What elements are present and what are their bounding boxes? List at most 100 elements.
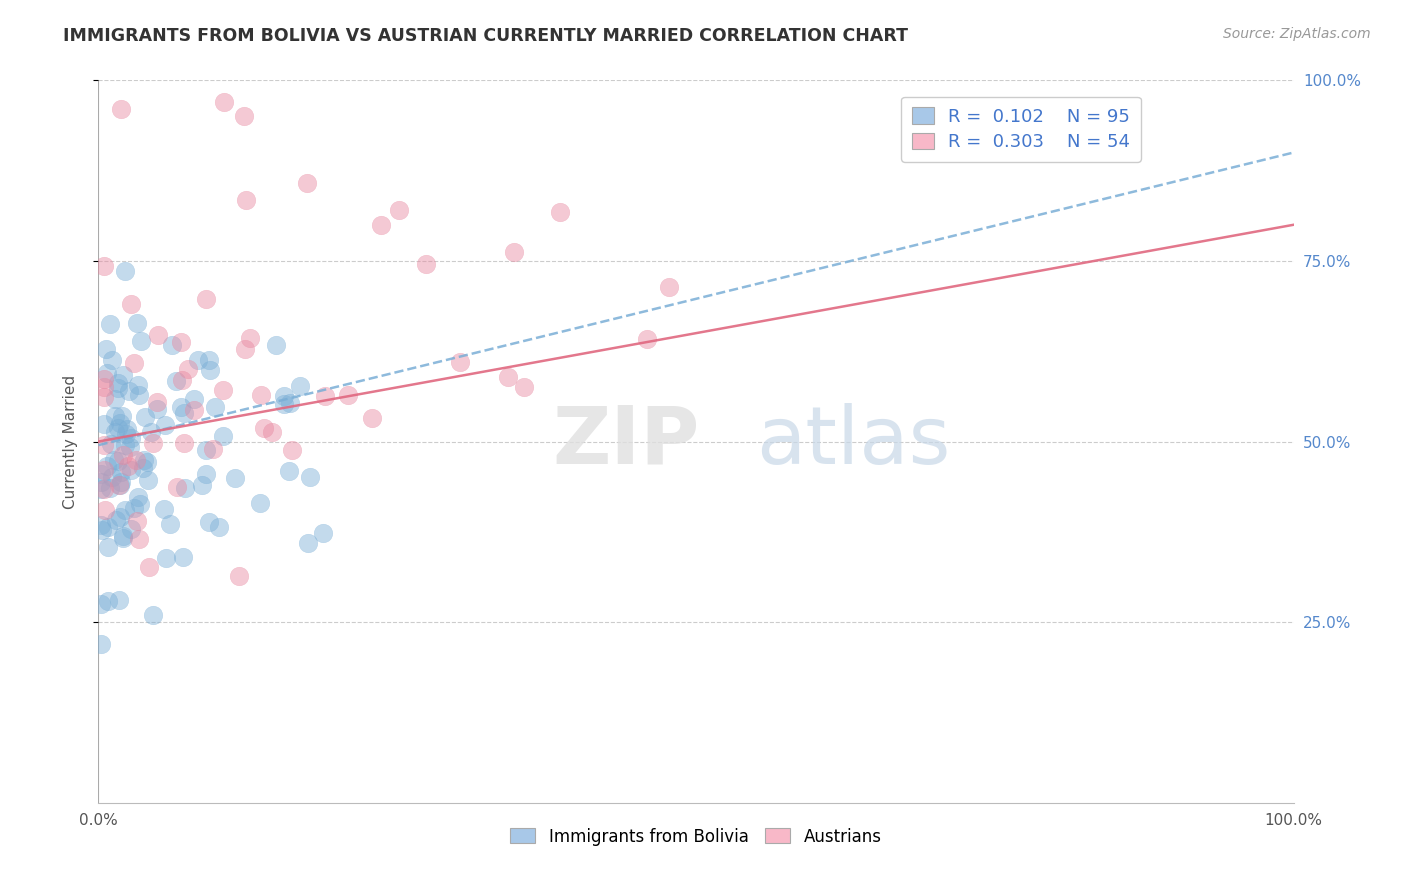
Point bbox=[108, 416, 131, 430]
Point bbox=[112, 531, 135, 545]
Text: Source: ZipAtlas.com: Source: ZipAtlas.com bbox=[1223, 27, 1371, 41]
Point bbox=[110, 102, 132, 116]
Point bbox=[98, 481, 121, 495]
Point bbox=[273, 389, 295, 403]
Point bbox=[249, 496, 271, 510]
Point bbox=[114, 438, 136, 452]
Point bbox=[124, 500, 146, 515]
Point bbox=[100, 437, 122, 451]
Point bbox=[115, 422, 138, 436]
Point bbox=[173, 481, 195, 495]
Point bbox=[165, 375, 187, 389]
Point bbox=[111, 409, 134, 424]
Point bbox=[212, 95, 235, 109]
Point bbox=[120, 432, 142, 446]
Point bbox=[93, 379, 115, 393]
Point bbox=[134, 409, 156, 424]
Point bbox=[183, 392, 205, 406]
Point bbox=[90, 637, 112, 651]
Point bbox=[93, 372, 115, 386]
Point bbox=[336, 388, 359, 402]
Point bbox=[314, 389, 336, 403]
Point bbox=[153, 418, 176, 433]
Point bbox=[90, 467, 112, 482]
Point bbox=[166, 480, 188, 494]
Point bbox=[273, 396, 295, 410]
Point bbox=[636, 332, 658, 346]
Point bbox=[415, 257, 437, 271]
Legend: Immigrants from Bolivia, Austrians: Immigrants from Bolivia, Austrians bbox=[503, 821, 889, 852]
Point bbox=[183, 403, 205, 417]
Point bbox=[228, 568, 250, 582]
Point bbox=[260, 425, 283, 439]
Point bbox=[191, 478, 214, 492]
Point bbox=[100, 469, 122, 483]
Point bbox=[104, 409, 127, 424]
Point bbox=[312, 526, 335, 541]
Point bbox=[104, 425, 127, 440]
Point bbox=[108, 593, 131, 607]
Point bbox=[503, 244, 526, 259]
Point bbox=[127, 514, 149, 528]
Point bbox=[117, 459, 139, 474]
Point bbox=[93, 463, 115, 477]
Point bbox=[169, 401, 191, 415]
Point bbox=[107, 376, 129, 391]
Point bbox=[138, 559, 160, 574]
Point bbox=[110, 465, 132, 479]
Point bbox=[97, 520, 120, 534]
Text: atlas: atlas bbox=[756, 402, 950, 481]
Point bbox=[94, 503, 117, 517]
Point bbox=[277, 464, 299, 478]
Point bbox=[212, 429, 235, 443]
Point bbox=[132, 460, 155, 475]
Point bbox=[388, 203, 411, 218]
Point bbox=[118, 384, 141, 398]
Point bbox=[142, 607, 165, 622]
Point bbox=[253, 420, 276, 434]
Point bbox=[107, 381, 129, 395]
Text: ZIP: ZIP bbox=[553, 402, 700, 481]
Point bbox=[118, 440, 141, 454]
Point bbox=[120, 297, 142, 311]
Point bbox=[548, 204, 571, 219]
Point bbox=[224, 471, 246, 485]
Point bbox=[142, 435, 165, 450]
Point bbox=[122, 356, 145, 370]
Point bbox=[235, 193, 257, 207]
Point bbox=[97, 593, 120, 607]
Point bbox=[94, 342, 117, 356]
Point bbox=[233, 343, 256, 357]
Point bbox=[177, 362, 200, 376]
Point bbox=[232, 109, 254, 123]
Point bbox=[250, 388, 273, 402]
Point bbox=[173, 435, 195, 450]
Point bbox=[202, 442, 225, 456]
Point bbox=[96, 366, 118, 380]
Point bbox=[90, 475, 112, 489]
Point bbox=[194, 442, 217, 457]
Point bbox=[93, 390, 115, 404]
Point bbox=[98, 317, 121, 331]
Point bbox=[127, 491, 149, 505]
Point bbox=[93, 438, 115, 452]
Point bbox=[90, 597, 112, 611]
Point bbox=[115, 427, 138, 442]
Point bbox=[103, 452, 125, 467]
Point bbox=[513, 380, 536, 394]
Point bbox=[127, 378, 149, 392]
Point bbox=[187, 353, 209, 368]
Point bbox=[104, 392, 127, 406]
Point bbox=[93, 417, 115, 431]
Point bbox=[124, 453, 146, 467]
Point bbox=[90, 518, 112, 533]
Point bbox=[299, 469, 322, 483]
Point bbox=[108, 477, 131, 491]
Point bbox=[361, 411, 384, 425]
Point bbox=[288, 378, 311, 392]
Point bbox=[297, 176, 319, 190]
Point bbox=[297, 535, 319, 549]
Point bbox=[152, 502, 174, 516]
Point bbox=[108, 477, 131, 491]
Point bbox=[112, 448, 135, 462]
